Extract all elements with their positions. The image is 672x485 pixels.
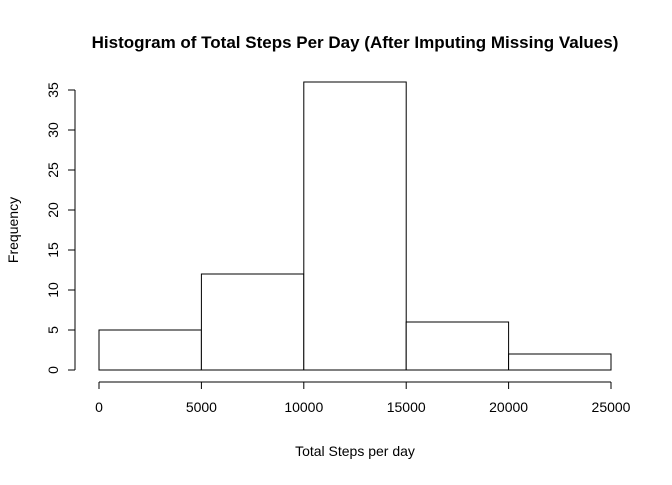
histogram-bar-2 bbox=[303, 81, 407, 371]
y-tick-label: 20 bbox=[45, 202, 61, 218]
bars-group bbox=[98, 81, 612, 371]
y-tick-label: 35 bbox=[45, 82, 61, 98]
histogram-bar-0 bbox=[98, 329, 202, 371]
y-tick-label: 10 bbox=[45, 282, 61, 298]
x-tick-label: 20000 bbox=[489, 399, 528, 415]
x-axis-label: Total Steps per day bbox=[295, 443, 415, 459]
x-tick-label: 15000 bbox=[387, 399, 426, 415]
x-tick-label: 10000 bbox=[284, 399, 323, 415]
chart-title: Histogram of Total Steps Per Day (After … bbox=[92, 33, 619, 52]
x-tick-label: 5000 bbox=[186, 399, 217, 415]
y-tick-label: 25 bbox=[45, 162, 61, 178]
histogram-bar-3 bbox=[405, 321, 510, 371]
histogram-bar-1 bbox=[200, 273, 305, 371]
y-tick-label: 30 bbox=[45, 122, 61, 138]
x-axis: 0 5000 10000 15000 20000 25000 bbox=[95, 381, 631, 415]
y-axis-label: Frequency bbox=[5, 197, 21, 263]
y-tick-label: 0 bbox=[45, 366, 61, 374]
y-tick-label: 5 bbox=[45, 326, 61, 334]
x-tick-label: 25000 bbox=[592, 399, 631, 415]
y-tick-label: 15 bbox=[45, 242, 61, 258]
y-axis: 0 5 10 15 20 25 30 35 bbox=[45, 82, 76, 374]
histogram-bar-4 bbox=[508, 353, 612, 371]
x-tick-label: 0 bbox=[95, 399, 103, 415]
